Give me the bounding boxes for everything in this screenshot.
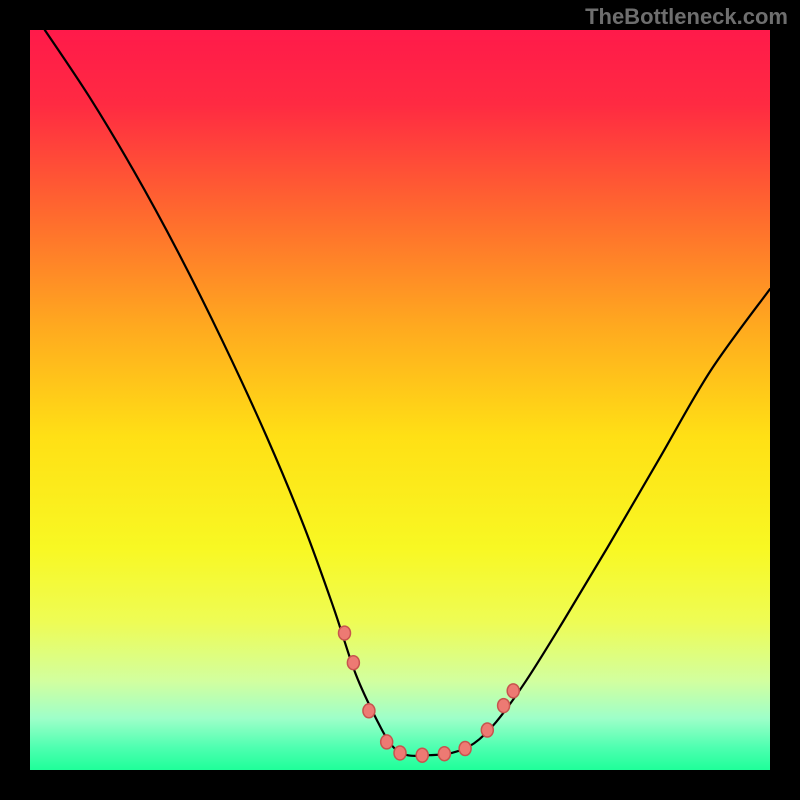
data-marker (498, 699, 510, 713)
data-marker (459, 742, 471, 756)
watermark-text: TheBottleneck.com (585, 4, 788, 30)
data-marker (363, 704, 375, 718)
data-marker (347, 656, 359, 670)
data-marker (507, 684, 519, 698)
plot-area (30, 30, 770, 770)
gradient-background (30, 30, 770, 770)
data-marker (339, 626, 351, 640)
data-marker (481, 723, 493, 737)
data-marker (394, 746, 406, 760)
data-marker (416, 748, 428, 762)
data-marker (381, 735, 393, 749)
data-marker (438, 747, 450, 761)
bottleneck-svg (30, 30, 770, 770)
chart-frame: TheBottleneck.com (0, 0, 800, 800)
